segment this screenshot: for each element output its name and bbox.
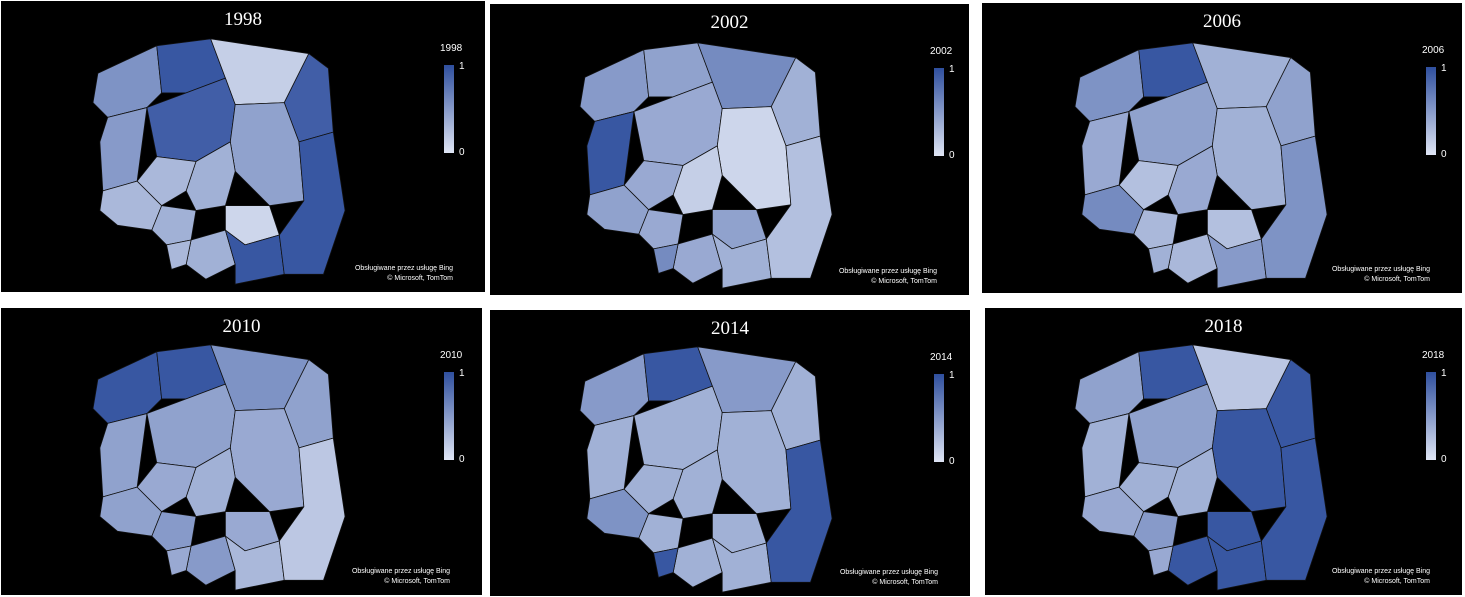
voivodeship-region: [278, 437, 346, 581]
voivodeship-region: [653, 547, 679, 578]
legend-title: 1998: [440, 43, 463, 54]
legend-gradient-bar: [444, 372, 454, 460]
voivodeship-region: [653, 243, 679, 274]
legend-max-label: 1: [459, 61, 465, 72]
color-legend: 2006 1 0: [1422, 45, 1462, 175]
color-legend: 1998 1 0: [440, 43, 480, 173]
voivodeship-region: [1118, 160, 1179, 211]
map-attribution: Obsługiwane przez usługę Bing © Microsoft…: [355, 264, 453, 284]
legend-title: 2006: [1422, 45, 1445, 56]
color-legend: 2010 1 0: [440, 350, 480, 480]
voivodeship-region: [136, 156, 197, 207]
voivodeship-region: [1148, 545, 1174, 576]
color-legend: 2018 1 0: [1422, 350, 1462, 480]
attribution-line-2: © Microsoft, TomTom: [1364, 578, 1430, 585]
legend-max-label: 1: [1441, 368, 1447, 379]
voivodeship-region: [765, 439, 833, 583]
poland-choropleth-map: [1074, 42, 1328, 289]
voivodeship-region: [623, 464, 684, 515]
panel-title: 2010: [222, 316, 261, 337]
legend-gradient-bar: [1426, 372, 1436, 460]
legend-min-label: 0: [459, 454, 465, 465]
color-legend: 2014 1 0: [930, 352, 970, 482]
voivodeship-region: [765, 135, 833, 279]
map-attribution: Obsługiwane przez usługę Bing © Microsoft…: [1332, 567, 1430, 587]
poland-choropleth-map: [579, 346, 833, 593]
map-attribution: Obsługiwane przez usługę Bing © Microsoft…: [839, 267, 937, 287]
panel-title: 1998: [224, 9, 262, 30]
map-attribution: Obsługiwane przez usługę Bing © Microsoft…: [1332, 265, 1430, 285]
panel-title: 2002: [710, 12, 749, 33]
map-attribution: Obsługiwane przez usługę Bing © Microsoft…: [840, 568, 938, 588]
legend-min-label: 0: [1441, 454, 1447, 465]
map-panel-2002: 2002 2002 1 0 Obsługiwane przez usługę Bing ©…: [490, 4, 969, 295]
panel-title: 2014: [711, 318, 749, 339]
legend-max-label: 1: [459, 368, 465, 379]
legend-title: 2002: [930, 46, 953, 57]
attribution-line-2: © Microsoft, TomTom: [387, 275, 453, 282]
legend-gradient-bar: [934, 374, 944, 462]
legend-min-label: 0: [949, 150, 955, 161]
attribution-line-1: Obsługiwane przez usługę Bing: [354, 265, 453, 272]
legend-max-label: 1: [949, 370, 955, 381]
attribution-line-1: Obsługiwane przez usługę Bing: [351, 568, 450, 575]
voivodeship-region: [166, 545, 192, 576]
voivodeship-region: [1118, 462, 1179, 513]
voivodeship-region: [166, 239, 192, 270]
attribution-line-1: Obsługiwane przez usługę Bing: [839, 569, 938, 576]
attribution-line-2: © Microsoft, TomTom: [1364, 276, 1430, 283]
legend-min-label: 0: [459, 147, 465, 158]
voivodeship-region: [623, 160, 684, 211]
color-legend: 2002 1 0: [930, 46, 969, 176]
poland-choropleth-map: [1074, 344, 1328, 591]
legend-min-label: 0: [949, 456, 955, 467]
poland-choropleth-map: [579, 42, 833, 289]
legend-gradient-bar: [444, 65, 454, 153]
voivodeship-region: [1260, 135, 1328, 279]
legend-gradient-bar: [934, 68, 944, 156]
attribution-line-1: Obsługiwane przez usługę Bing: [1331, 568, 1430, 575]
attribution-line-2: © Microsoft, TomTom: [872, 579, 938, 586]
voivodeship-region: [136, 462, 197, 513]
voivodeship-region: [1260, 437, 1328, 581]
legend-title: 2010: [440, 350, 463, 361]
panel-title: 2018: [1204, 316, 1243, 337]
map-panel-2014: 2014 2014 1 0 Obsługiwane przez usługę Bing ©…: [490, 310, 970, 596]
attribution-line-1: Obsługiwane przez usługę Bing: [838, 268, 937, 275]
voivodeship-region: [278, 131, 346, 275]
map-panel-2010: 2010 2010 1 0 Obsługiwane przez usługę Bing ©…: [1, 308, 482, 595]
attribution-line-2: © Microsoft, TomTom: [384, 578, 450, 585]
voivodeship-region: [1148, 243, 1174, 274]
map-attribution: Obsługiwane przez usługę Bing © Microsoft…: [352, 567, 450, 587]
legend-gradient-bar: [1426, 67, 1436, 155]
panel-title: 2006: [1203, 11, 1241, 32]
attribution-line-1: Obsługiwane przez usługę Bing: [1331, 266, 1430, 273]
legend-min-label: 0: [1441, 149, 1447, 160]
attribution-line-2: © Microsoft, TomTom: [871, 278, 937, 285]
legend-title: 2014: [930, 352, 953, 363]
map-panel-1998: 1998 1998 1 0 Obsługiwane przez usługę Bing ©…: [1, 1, 485, 292]
poland-choropleth-map: [92, 344, 346, 591]
legend-title: 2018: [1422, 350, 1445, 361]
map-panel-2018: 2018 2018 1 0 Obsługiwane przez usługę Bing ©…: [985, 308, 1462, 595]
poland-choropleth-map: [92, 38, 346, 285]
legend-max-label: 1: [1441, 63, 1447, 74]
legend-max-label: 1: [949, 64, 955, 75]
map-panel-2006: 2006 2006 1 0 Obsługiwane przez usługę Bing ©…: [982, 3, 1462, 293]
